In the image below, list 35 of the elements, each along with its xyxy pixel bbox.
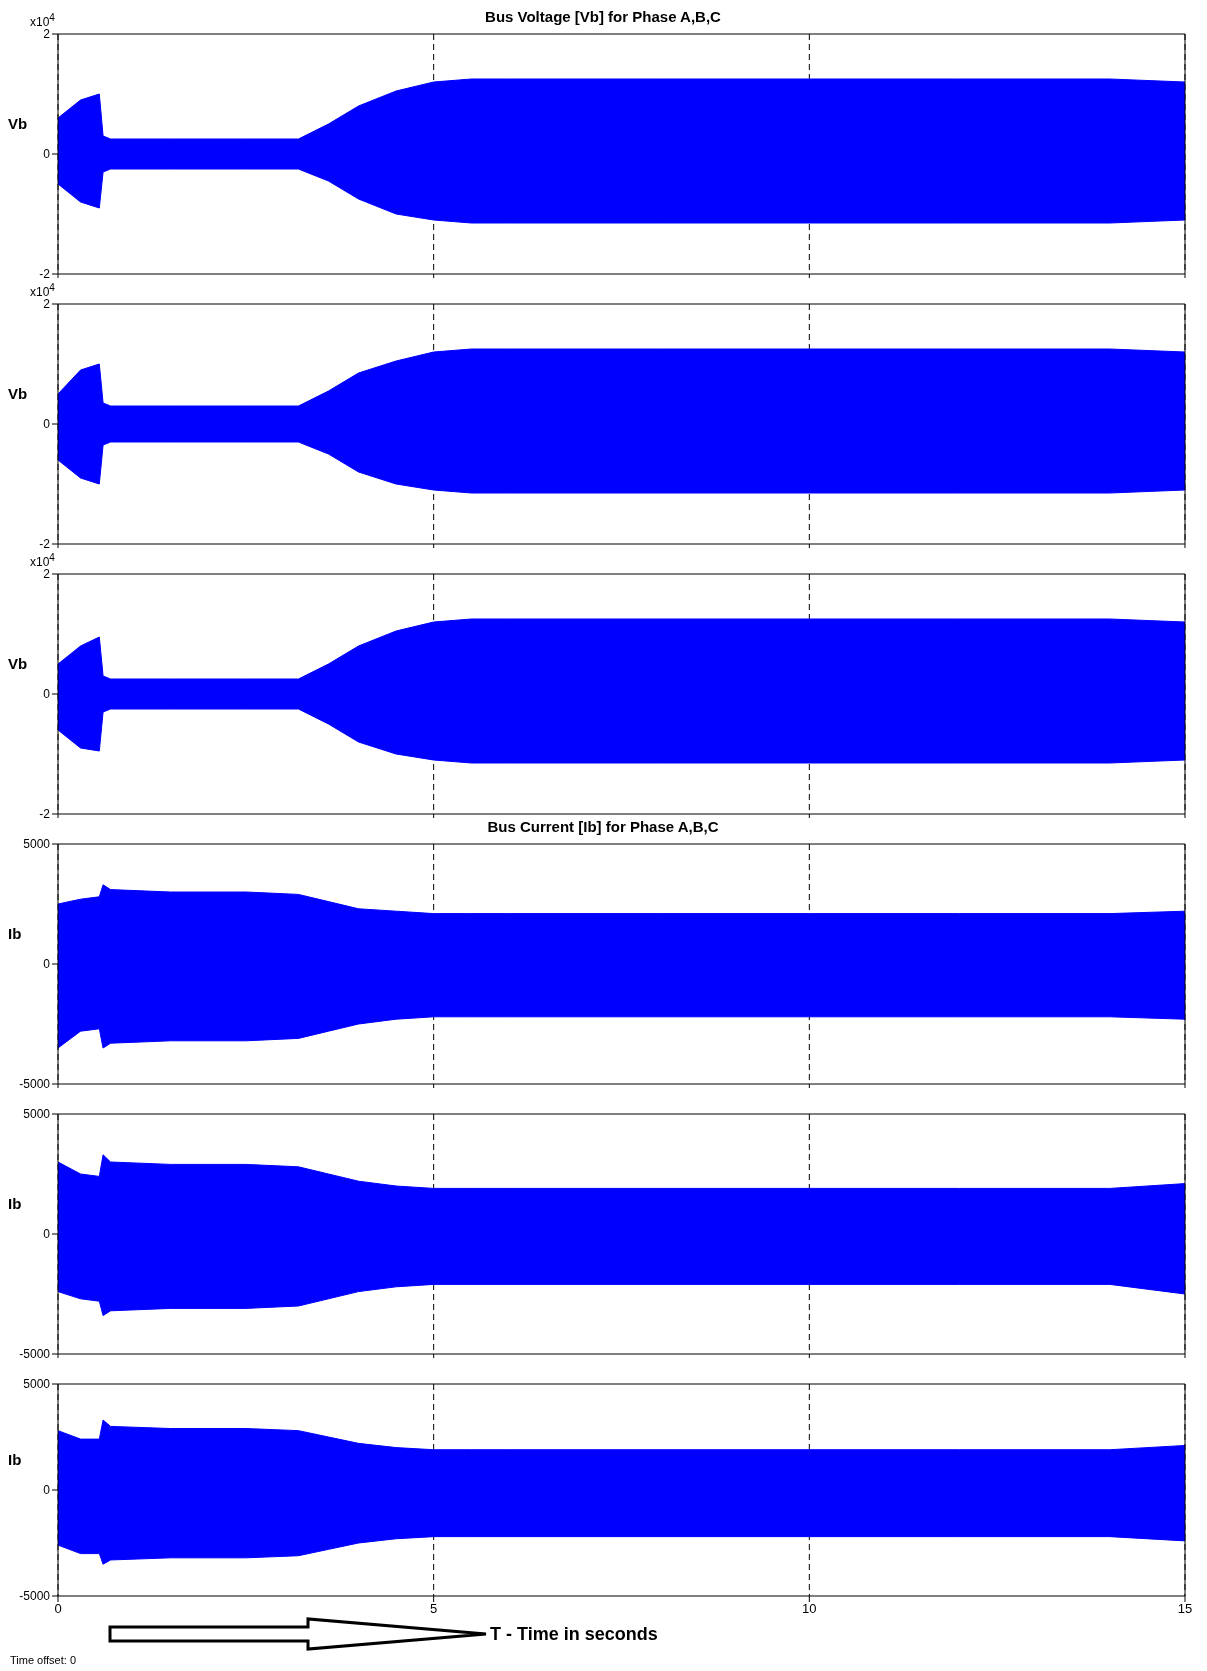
y-tick-label: -2: [39, 267, 51, 282]
y-tick-label: 0: [43, 687, 51, 702]
x-axis-title: T - Time in seconds: [490, 1623, 658, 1645]
y-tick-label: 5000: [23, 1107, 51, 1122]
x-tick-label: 5: [430, 1601, 438, 1617]
y-axis-title: Ib: [8, 1451, 22, 1469]
y-tick-label: 0: [43, 1227, 51, 1242]
y-tick-label: 5000: [23, 1377, 51, 1392]
text: x10$^{4}$: [30, 552, 55, 569]
y-axis-title: Ib: [8, 1195, 22, 1213]
y-axis-title: Ib: [8, 925, 22, 943]
y-axis-title: Vb: [8, 655, 28, 673]
y-axis-title: Vb: [8, 115, 28, 133]
chart-title: Bus Voltage [Vb] for Phase A,B,C: [485, 8, 721, 25]
y-tick-label: -5000: [19, 1589, 51, 1604]
y-tick-label: 2: [43, 27, 51, 42]
y-tick-label: 0: [43, 1483, 51, 1498]
y-tick-label: 2: [43, 567, 51, 582]
y-tick-label: 0: [43, 957, 51, 972]
text: x10$^{4}$: [30, 282, 55, 299]
chart-title: Bus Current [Ib] for Phase A,B,C: [487, 818, 719, 835]
y-tick-label: 5000: [23, 837, 51, 852]
y-tick-label: 0: [43, 417, 51, 432]
x-tick-label: 0: [54, 1601, 62, 1617]
y-tick-label: 0: [43, 147, 51, 162]
y-tick-label: -2: [39, 537, 51, 552]
x-tick-label: 15: [1177, 1601, 1193, 1617]
y-tick-label: 2: [43, 297, 51, 312]
text: x10$^{4}$: [30, 12, 55, 29]
y-tick-label: -5000: [19, 1347, 51, 1362]
text: Time offset: 0: [10, 1654, 78, 1666]
y-axis-title: Vb: [8, 385, 28, 403]
y-tick-label: -5000: [19, 1077, 51, 1092]
y-tick-label: -2: [39, 807, 51, 822]
x-tick-label: 10: [802, 1601, 817, 1617]
